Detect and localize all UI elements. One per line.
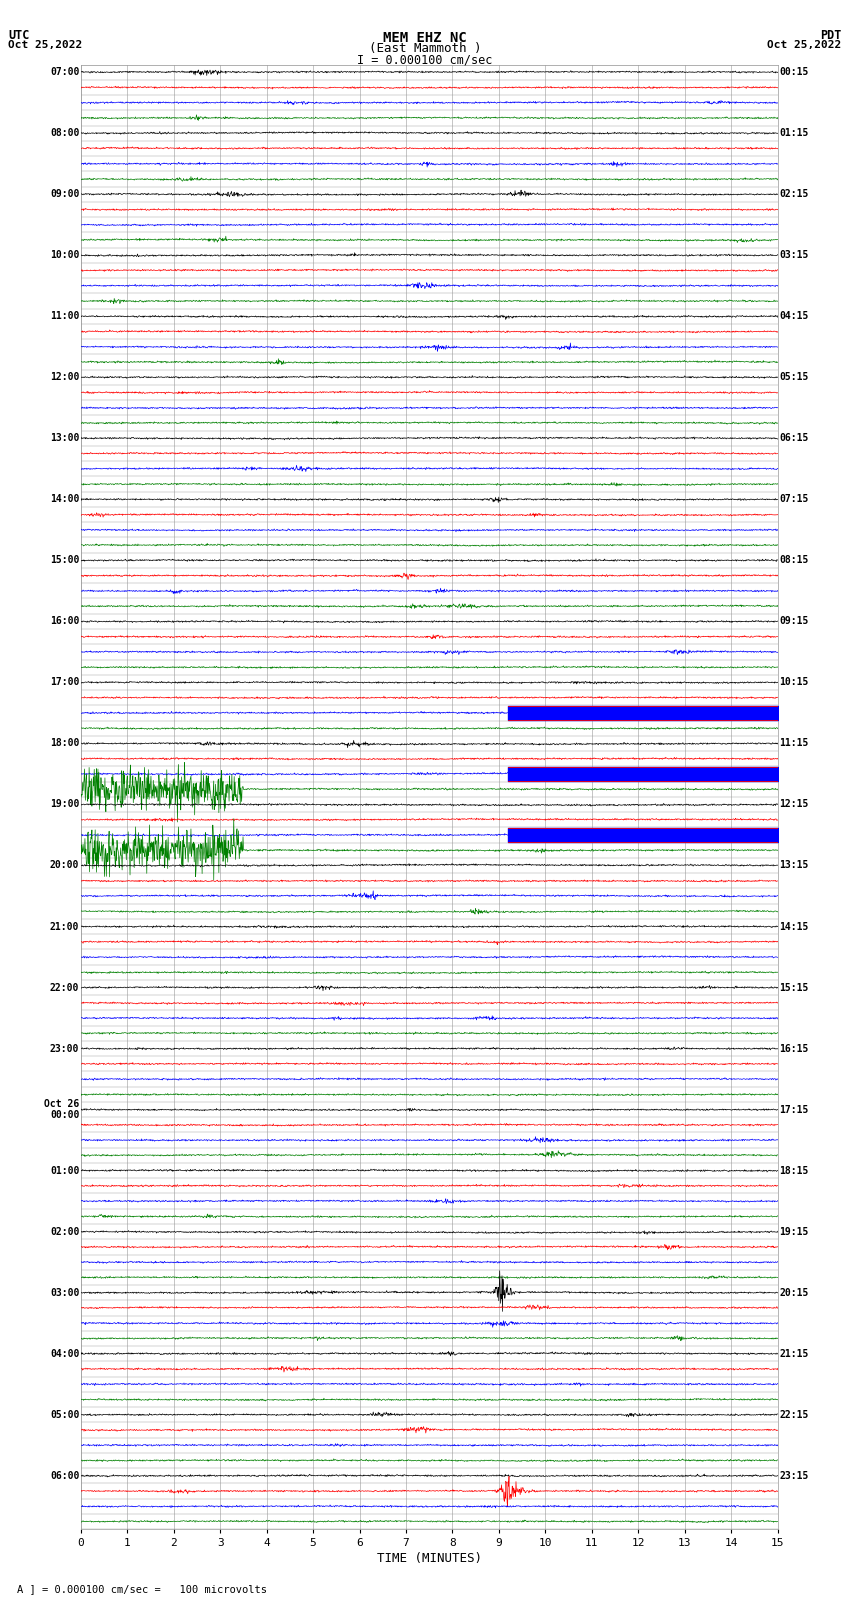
Text: 02:15: 02:15 [779,189,808,198]
Text: UTC: UTC [8,29,30,42]
Text: (East Mammoth ): (East Mammoth ) [369,42,481,55]
Text: 09:00: 09:00 [50,189,79,198]
Text: Oct 25,2022: Oct 25,2022 [8,40,82,50]
Text: PDT: PDT [820,29,842,42]
Text: 12:00: 12:00 [50,373,79,382]
Text: 14:00: 14:00 [50,494,79,505]
Text: 13:00: 13:00 [50,434,79,444]
Text: 23:00: 23:00 [50,1044,79,1053]
Text: 07:00: 07:00 [50,68,79,77]
Text: 07:15: 07:15 [779,494,808,505]
Text: 02:00: 02:00 [50,1226,79,1237]
Text: 19:00: 19:00 [50,800,79,810]
Text: 04:15: 04:15 [779,311,808,321]
Text: 10:00: 10:00 [50,250,79,260]
Text: 13:15: 13:15 [779,860,808,871]
Text: 11:15: 11:15 [779,739,808,748]
Text: 03:00: 03:00 [50,1287,79,1297]
Text: 10:15: 10:15 [779,677,808,687]
Text: 09:15: 09:15 [779,616,808,626]
Text: 14:15: 14:15 [779,921,808,931]
Text: 08:00: 08:00 [50,127,79,139]
Text: 00:15: 00:15 [779,68,808,77]
Text: 18:15: 18:15 [779,1166,808,1176]
Text: I = 0.000100 cm/sec: I = 0.000100 cm/sec [357,53,493,66]
Text: Oct 25,2022: Oct 25,2022 [768,40,842,50]
Text: 12:15: 12:15 [779,800,808,810]
Text: 22:00: 22:00 [50,982,79,992]
Text: 01:00: 01:00 [50,1166,79,1176]
Text: 21:15: 21:15 [779,1348,808,1358]
Text: 15:15: 15:15 [779,982,808,992]
Text: 19:15: 19:15 [779,1226,808,1237]
Text: Oct 26
00:00: Oct 26 00:00 [44,1098,79,1121]
Text: 18:00: 18:00 [50,739,79,748]
Text: 21:00: 21:00 [50,921,79,931]
X-axis label: TIME (MINUTES): TIME (MINUTES) [377,1552,482,1565]
Text: 17:15: 17:15 [779,1105,808,1115]
Text: 15:00: 15:00 [50,555,79,565]
Text: 08:15: 08:15 [779,555,808,565]
Text: 05:15: 05:15 [779,373,808,382]
Text: 05:00: 05:00 [50,1410,79,1419]
Text: 04:00: 04:00 [50,1348,79,1358]
Text: 03:15: 03:15 [779,250,808,260]
Text: 11:00: 11:00 [50,311,79,321]
Text: 06:15: 06:15 [779,434,808,444]
Text: MEM EHZ NC: MEM EHZ NC [383,31,467,45]
Text: 16:00: 16:00 [50,616,79,626]
Text: 16:15: 16:15 [779,1044,808,1053]
Text: 20:00: 20:00 [50,860,79,871]
Text: 17:00: 17:00 [50,677,79,687]
Text: 01:15: 01:15 [779,127,808,139]
Text: A ] = 0.000100 cm/sec =   100 microvolts: A ] = 0.000100 cm/sec = 100 microvolts [17,1584,267,1594]
Text: 23:15: 23:15 [779,1471,808,1481]
Text: 22:15: 22:15 [779,1410,808,1419]
Text: 20:15: 20:15 [779,1287,808,1297]
Text: 06:00: 06:00 [50,1471,79,1481]
